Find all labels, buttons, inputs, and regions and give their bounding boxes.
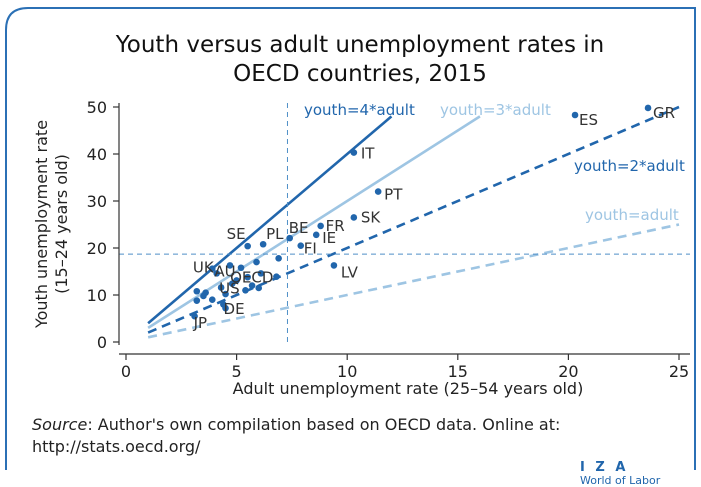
x-tick-label: 25 (669, 362, 689, 381)
data-point-pt (374, 188, 382, 195)
data-point-it (350, 149, 358, 156)
data-point-lv (330, 262, 338, 269)
point-label-be: BE (289, 219, 309, 237)
y-tick-label: 20 (87, 239, 107, 258)
data-point-jp (191, 312, 198, 320)
y-axis-label-line-2: (15–24 years old) (52, 154, 71, 294)
reference-line-3 (147, 223, 680, 339)
data-point (275, 255, 282, 262)
point-label-uk: UK (193, 258, 215, 276)
data-points (191, 104, 652, 320)
point-label-de: DE (224, 300, 245, 318)
y-tick-label: 0 (97, 333, 107, 352)
data-point (244, 273, 251, 281)
point-label-lv: LV (341, 263, 359, 281)
axes (118, 103, 690, 355)
point-label-gr: GR (653, 104, 675, 122)
data-point (193, 287, 201, 295)
point-label-ie: IE (322, 229, 336, 247)
data-point-fr (317, 222, 324, 230)
x-tick-label: 0 (121, 362, 131, 381)
reference-lines (147, 105, 680, 339)
data-point (208, 265, 216, 272)
y-tick-label: 30 (87, 192, 107, 211)
reference-line-1 (147, 115, 481, 329)
data-point-de (222, 304, 229, 312)
x-tick-label: 20 (558, 362, 578, 381)
source-text: : Author's own compilation based on OECD… (87, 415, 561, 434)
point-label-fr: FR (326, 217, 345, 235)
data-point-ie (312, 231, 320, 239)
data-point-uk (213, 270, 220, 277)
data-point (242, 287, 249, 294)
data-point-es (571, 111, 579, 119)
data-point (222, 290, 229, 298)
data-point (226, 262, 234, 269)
x-tick-label: 10 (337, 362, 357, 381)
iza-logo-subtitle: World of Labor (580, 474, 661, 487)
reference-line-label-2: youth=2*adult (574, 157, 685, 175)
reference-line-label-3: youth=adult (585, 206, 679, 224)
data-point-au (233, 277, 240, 284)
point-label-es: ES (579, 111, 598, 129)
data-point-oecd (273, 273, 280, 280)
x-tick-label: 5 (232, 362, 242, 381)
data-point (248, 282, 256, 289)
data-point (255, 284, 263, 292)
point-label-fi: FI (304, 240, 317, 258)
data-point (193, 297, 201, 304)
point-label-se: SE (227, 225, 246, 243)
mean-lines (119, 103, 690, 345)
point-label-us: US (219, 279, 240, 297)
reference-line-label-1: youth=3*adult (440, 101, 551, 119)
data-point (208, 296, 216, 304)
data-point-se (244, 242, 251, 250)
data-point (200, 292, 207, 300)
y-tick-label: 40 (87, 145, 107, 164)
reference-line-2 (147, 105, 680, 334)
data-point-sk (350, 214, 358, 221)
reference-line-labels: youth=4*adult youth=3*adult youth=2*adult y… (304, 101, 685, 224)
chart-title-line-1: Youth versus adult unemployment rates in (115, 32, 605, 58)
ticks: 0 5 10 15 20 25 0 10 20 30 40 50 (87, 98, 690, 381)
iza-logo: I Z A (580, 460, 629, 475)
point-label-pt: PT (384, 186, 403, 204)
frame-border (5, 7, 696, 470)
y-tick-label: 10 (87, 286, 107, 305)
data-point-be (286, 234, 293, 242)
x-tick-label: 15 (448, 362, 468, 381)
data-point-gr (644, 104, 652, 112)
data-point-fi (297, 242, 305, 249)
source-note: Source: Author's own compilation based o… (32, 414, 672, 458)
point-label-pl: PL (266, 225, 284, 243)
data-point (237, 264, 245, 272)
reference-line-0 (147, 115, 393, 325)
y-tick-label: 50 (87, 98, 107, 117)
data-point (257, 270, 265, 277)
point-label-oecd: OECD (230, 269, 273, 287)
point-label-it: IT (361, 145, 375, 163)
data-point-pl (259, 240, 267, 248)
reference-line-label-0: youth=4*adult (304, 101, 415, 119)
chart-title-line-2: OECD countries, 2015 (233, 61, 487, 87)
point-label-au: AU (214, 262, 235, 280)
point-label-jp: JP (193, 314, 207, 332)
source-label: Source (32, 415, 88, 434)
source-url[interactable]: http://stats.oecd.org/ (32, 437, 201, 456)
y-axis-label-line-1: Youth unemployment rate (32, 120, 51, 329)
data-point-us (217, 284, 225, 291)
data-point (253, 258, 260, 266)
x-axis-label: Adult unemployment rate (25–54 years old… (233, 379, 584, 398)
point-label-sk: SK (361, 208, 382, 226)
